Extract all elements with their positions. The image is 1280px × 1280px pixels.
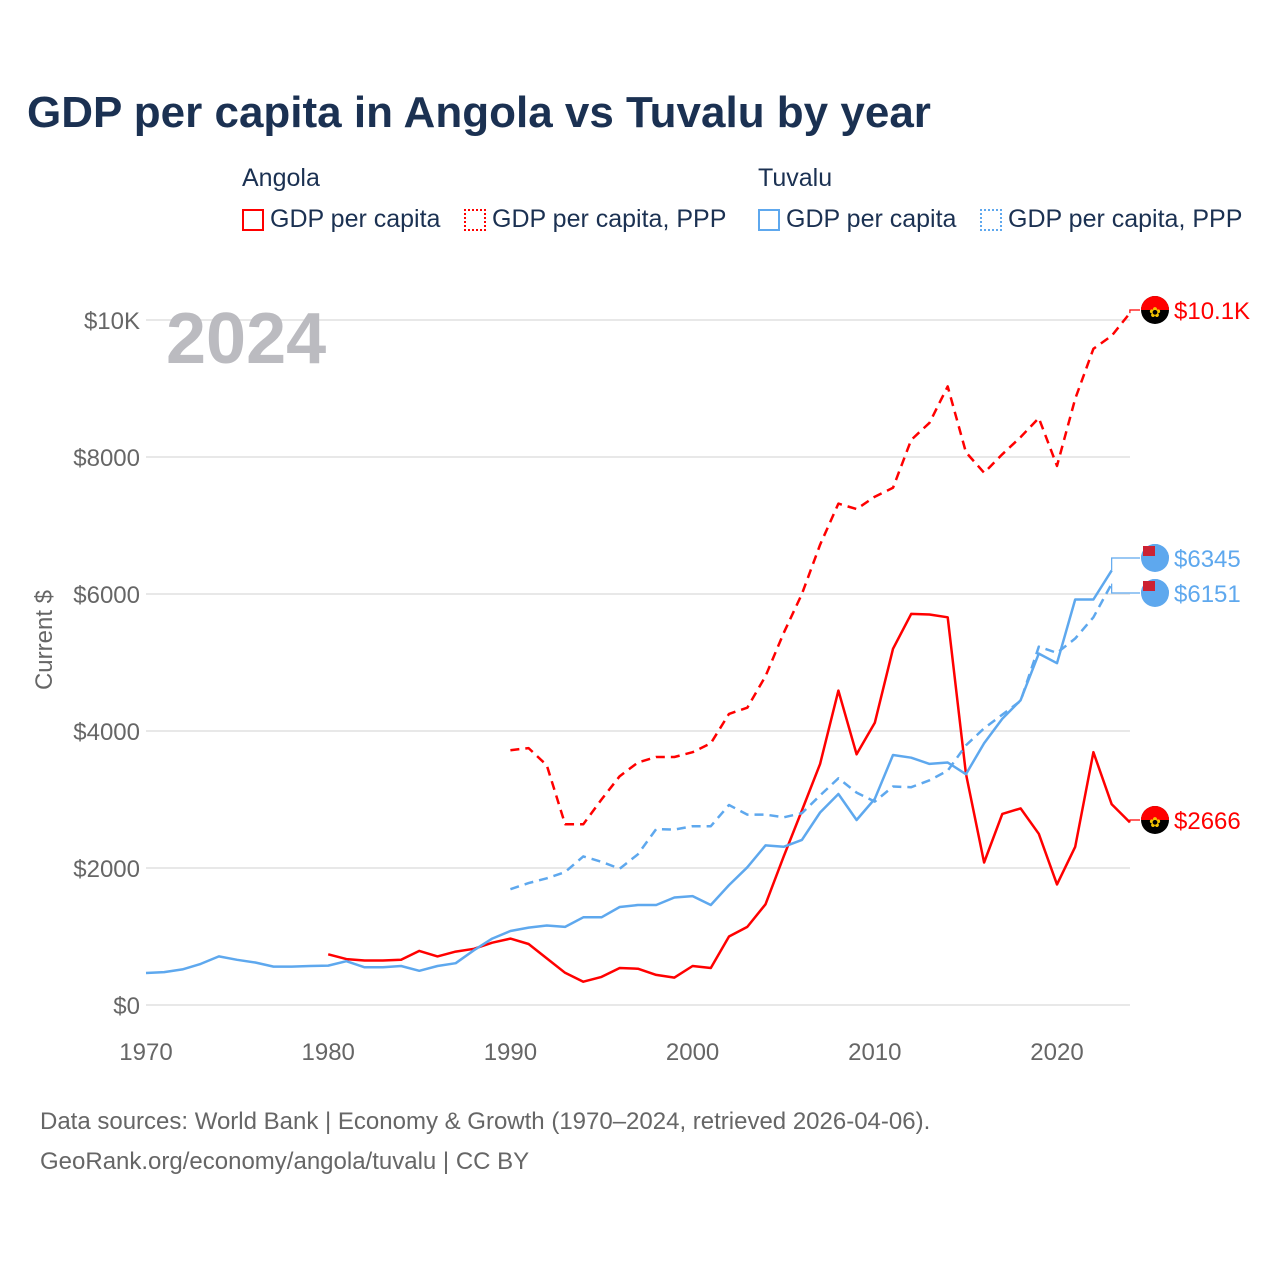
end-value-label: $6345 — [1174, 546, 1241, 573]
end-value-label: $6151 — [1174, 581, 1241, 608]
series-line-3 — [510, 583, 1113, 891]
x-tick-label: 1970 — [119, 1039, 172, 1066]
flag-icon-emblem: ✿ — [1149, 814, 1161, 830]
series-line-2 — [145, 569, 1113, 975]
footer-link[interactable]: GeoRank.org/economy/angola/tuvalu | CC B… — [40, 1148, 530, 1175]
legend-angola-gdp[interactable]: GDP per capita — [242, 205, 440, 234]
y-tick-label: $4000 — [73, 719, 140, 746]
end-value-label: $10.1K — [1174, 298, 1250, 325]
legend-swatch-solid — [758, 208, 780, 231]
year-watermark: 2024 — [166, 299, 326, 379]
x-tick-label: 1990 — [484, 1039, 537, 1066]
flag-icon-top — [1141, 806, 1169, 820]
y-tick-label: $6000 — [73, 582, 140, 609]
label-connector — [1111, 583, 1140, 594]
legend-label: GDP per capita, PPP — [1008, 205, 1243, 233]
label-connector — [1129, 819, 1140, 823]
x-tick-label: 2020 — [1030, 1039, 1083, 1066]
legend-swatch-dotted — [980, 208, 1002, 231]
flag-icon-canton — [1143, 581, 1155, 591]
legend-swatch-solid — [242, 208, 264, 231]
label-connector — [1111, 557, 1140, 571]
legend-angola-ppp[interactable]: GDP per capita, PPP — [464, 205, 726, 234]
end-value-label: $2666 — [1174, 808, 1241, 835]
y-tick-label: $2000 — [73, 856, 140, 883]
footer-sources: Data sources: World Bank | Economy & Gro… — [40, 1108, 931, 1135]
legend-swatch-dotted — [464, 208, 486, 231]
legend-label: GDP per capita — [270, 205, 441, 233]
legend-tuvalu-gdp[interactable]: GDP per capita — [758, 205, 956, 234]
chart-title: GDP per capita in Angola vs Tuvalu by ye… — [27, 88, 931, 137]
flag-icon-emblem: ✿ — [1149, 304, 1161, 320]
x-tick-label: 2000 — [666, 1039, 719, 1066]
label-connector — [1129, 309, 1140, 314]
flag-icon-canton — [1143, 546, 1155, 556]
y-tick-label: $10K — [84, 308, 140, 335]
x-tick-label: 1980 — [302, 1039, 355, 1066]
legend-group-tuvalu: Tuvalu — [758, 164, 833, 192]
legend-group-angola: Angola — [242, 164, 320, 192]
legend-tuvalu-ppp[interactable]: GDP per capita, PPP — [980, 205, 1242, 234]
legend-label: GDP per capita, PPP — [492, 205, 727, 233]
series-line-0 — [327, 612, 1131, 983]
flag-icon-top — [1141, 296, 1169, 310]
series-line-1 — [510, 312, 1131, 826]
y-tick-label: $8000 — [73, 445, 140, 472]
legend-label: GDP per capita — [786, 205, 957, 233]
x-tick-label: 2010 — [848, 1039, 901, 1066]
y-axis-label: Current $ — [31, 590, 58, 690]
y-tick-label: $0 — [113, 993, 140, 1020]
